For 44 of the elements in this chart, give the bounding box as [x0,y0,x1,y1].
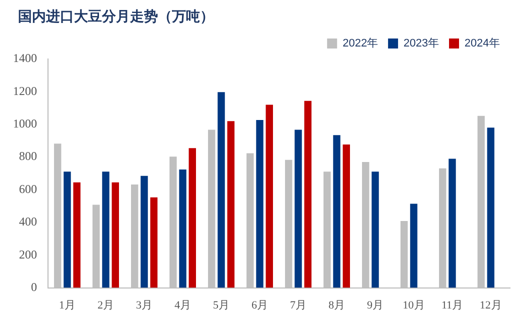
chart-title: 国内进口大豆分月走势（万吨） [18,8,214,26]
bar [64,172,71,288]
x-tick-label: 1月 [59,299,76,312]
legend-label: 2022年 [342,38,378,50]
y-tick-label: 800 [19,149,37,164]
bar [140,176,148,288]
bar [227,121,234,288]
bar [73,182,80,288]
bar [304,100,312,288]
bar [266,104,273,288]
y-tick-label: 1000 [13,116,37,131]
legend-label: 2024年 [464,38,500,50]
x-tick-label: 12月 [480,299,502,312]
bar [188,148,196,288]
bar [179,169,186,288]
y-tick-label: 400 [19,214,37,229]
x-tick-label: 5月 [213,299,230,312]
y-tick-label: 0 [31,280,37,294]
bar [256,120,264,288]
bar [218,92,225,288]
bar [294,130,302,288]
y-tick-label: 200 [19,247,37,262]
x-tick-label: 2月 [98,299,114,312]
bar [342,144,350,288]
legend-label: 2023年 [404,38,440,50]
x-tick-label: 7月 [290,299,306,312]
bar [410,204,418,288]
x-tick-label: 10月 [402,299,425,312]
x-tick-label: 4月 [174,299,191,312]
x-tick-label: 11月 [441,299,464,312]
bar [112,182,119,288]
bar [448,158,456,288]
x-tick-label: 3月 [136,299,152,312]
bar [150,197,158,288]
bar [102,172,110,288]
y-tick-label: 1200 [13,84,37,98]
bar [372,172,379,288]
x-tick-label: 8月 [328,299,345,312]
bar [333,135,340,288]
x-tick-label: 6月 [252,299,268,312]
y-tick-label: 600 [19,182,37,196]
bar [487,128,494,288]
x-tick-label: 9月 [367,299,384,312]
y-tick-label: 1400 [13,51,37,66]
